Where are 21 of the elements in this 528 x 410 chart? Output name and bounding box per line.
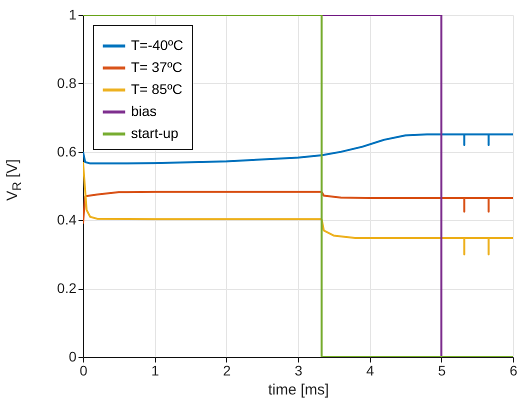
legend-label: T= 37ºC [131,59,182,75]
y-tick-label: 0 [68,348,77,364]
y-tick-label: 0.4 [57,212,77,228]
x-tick-label: 6 [510,362,518,378]
x-tick-label: 2 [222,362,231,378]
legend-label: T= 85ºC [131,81,182,97]
y-tick-label: 1 [68,6,77,22]
x-tick-label: 4 [366,362,374,378]
x-tick-label: 1 [151,362,160,378]
y-tick-label: 0.6 [57,143,77,160]
legend-label: T=-40ºC [131,37,184,53]
legend-label: bias [131,103,157,119]
x-tick-label: 3 [294,362,303,378]
legend-label: start-up [131,125,179,141]
line-series [83,161,513,256]
y-tick-label: 0.8 [57,74,77,91]
y-tick-label: 0.2 [57,280,77,296]
x-tick-label: 5 [438,362,446,378]
x-axis-title: time [ms] [268,382,329,398]
x-tick-label: 0 [80,362,88,378]
line-series [83,190,513,225]
